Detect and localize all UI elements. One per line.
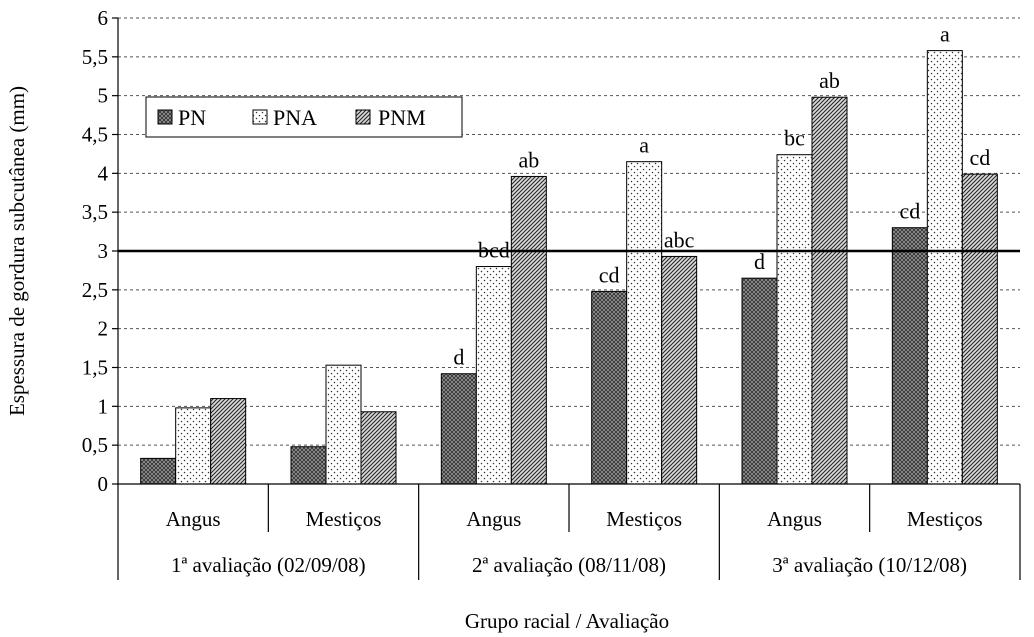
legend-box [145,96,463,138]
category-label: Angus [166,507,221,531]
category-label: Mestiços [306,507,382,531]
y-tick-label: 0 [98,472,109,496]
y-tick-label: 4,5 [82,123,108,147]
y-tick-label: 1 [98,394,109,418]
legend: PN PNA PNM [145,96,463,138]
category-label: Mestiços [907,507,983,531]
y-tick-label: 6 [98,6,109,30]
axes-layer [112,17,1021,580]
significance-label: abc [664,227,695,252]
significance-label: ab [518,147,539,172]
series-pn-bar [741,277,778,485]
y-tick-label: 3,5 [82,200,108,224]
series-pna-bar [626,161,663,485]
significance-label: ab [819,68,840,93]
x-axis-title: Grupo racial / Avaliação [465,609,669,633]
legend-item-pnm-swatch [355,109,371,125]
category-label: Angus [767,507,822,531]
y-tick-label: 0,5 [82,433,108,457]
legend-item-pnm-label: PNM [378,105,426,130]
series-pna-bar [175,407,212,485]
significance-label: bcd [478,238,510,263]
group-label: 3ª avaliação (10/12/08) [772,553,967,577]
group-label: 2ª avaliação (08/11/08) [472,553,666,577]
y-tick-label: 5,5 [82,45,108,69]
y-tick-label: 3 [98,239,109,263]
category-label: Angus [466,507,521,531]
y-tick-label: 4 [98,161,109,185]
significance-label: bc [784,126,805,151]
series-pn-bar [891,227,928,485]
y-tick-label: 1,5 [82,356,108,380]
legend-item-pn-swatch [157,109,173,125]
group-label: 1ª avaliação (02/09/08) [171,553,366,577]
series-pn-bar [591,290,628,485]
significance-label: a [940,22,950,47]
series-pna-bar [325,364,362,485]
series-pn-bar [290,446,327,485]
legend-item-pna-swatch [252,109,268,125]
significance-label: cd [969,145,990,170]
series-pn-bar [440,373,477,485]
grid-layer [118,17,1020,446]
labels-layer: 00,511,522,533,544,555,56dbcdabcdaabcdbc… [82,6,990,577]
bars-layer [140,50,998,485]
series-pnm-bar [360,411,397,485]
significance-label: cd [599,262,620,287]
series-pnm-bar [210,398,247,485]
series-pnm-bar [961,173,998,485]
series-pnm-bar [811,96,848,485]
series-pnm-bar [510,175,547,485]
series-pna-bar [475,266,512,485]
significance-label: a [639,133,649,158]
series-pna-bar [776,154,813,485]
series-pna-bar [926,50,963,485]
category-label: Mestiços [606,507,682,531]
y-tick-label: 2,5 [82,278,108,302]
y-axis-title: Espessura de gordura subcutânea (mm) [5,86,29,416]
significance-label: d [453,345,464,370]
series-pnm-bar [661,255,698,485]
y-tick-label: 2 [98,317,109,341]
series-pn-bar [140,457,177,485]
y-tick-label: 5 [98,84,109,108]
legend-item-pn-label: PN [178,105,206,130]
legend-item-pna-label: PNA [273,105,317,130]
significance-label: d [754,249,765,274]
significance-label: cd [899,199,920,224]
